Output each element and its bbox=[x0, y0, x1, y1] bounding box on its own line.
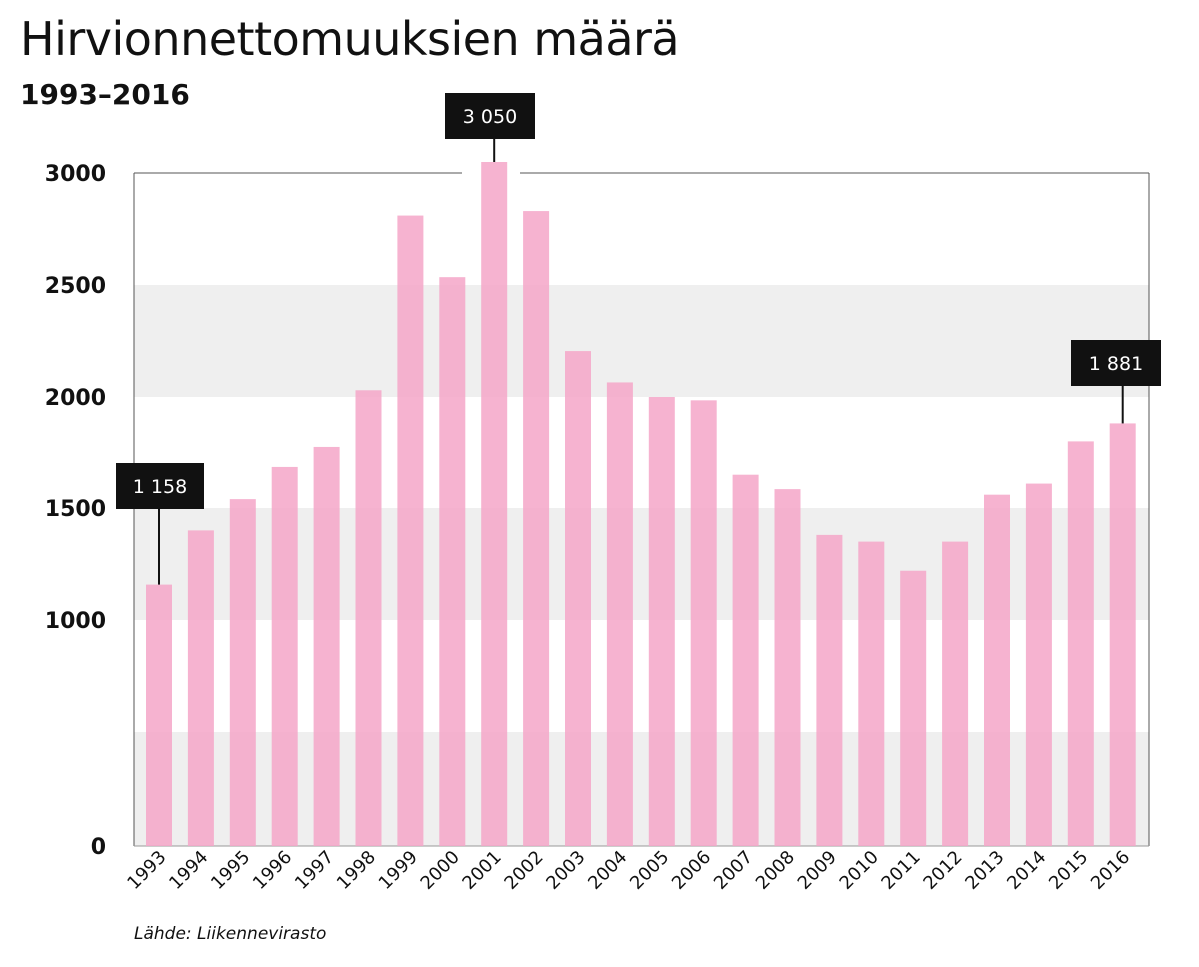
y-tick-label: 2500 bbox=[45, 274, 106, 299]
bar-2012 bbox=[942, 541, 969, 846]
callout-label: 1 158 bbox=[133, 476, 187, 498]
bar-2006 bbox=[690, 400, 717, 846]
bar-2005 bbox=[648, 397, 675, 846]
bar-1995 bbox=[229, 499, 256, 846]
x-tick-label: 2012 bbox=[919, 847, 966, 894]
callout-label: 1 881 bbox=[1089, 353, 1143, 375]
bar-2003 bbox=[565, 351, 591, 846]
x-tick-label: 1997 bbox=[291, 847, 338, 894]
bar-2004 bbox=[606, 382, 633, 846]
bar-2001 bbox=[481, 162, 508, 846]
bar-2002 bbox=[523, 211, 550, 846]
x-tick-label: 2007 bbox=[710, 847, 757, 894]
bar-1999 bbox=[397, 215, 424, 846]
x-tick-label: 2010 bbox=[836, 847, 883, 894]
source-note: Lähde: Liikennevirasto bbox=[134, 924, 327, 944]
plot-frame bbox=[133, 172, 1150, 847]
bar-1993 bbox=[146, 584, 172, 846]
x-tick-label: 2006 bbox=[668, 847, 715, 894]
chart-subtitle: 1993–2016 bbox=[20, 78, 190, 111]
bar-2014 bbox=[1025, 483, 1052, 846]
callout-label: 3 050 bbox=[463, 106, 517, 128]
x-tick-label: 2001 bbox=[458, 847, 505, 894]
x-tick-label: 1999 bbox=[375, 847, 422, 894]
chart-title: Hirvionnettomuuksien määrä bbox=[20, 12, 680, 66]
callout-box bbox=[116, 463, 204, 509]
bar-2010 bbox=[858, 541, 885, 846]
x-tick-label: 2005 bbox=[626, 847, 673, 894]
x-tick-label: 2015 bbox=[1045, 847, 1092, 894]
callout-box bbox=[445, 93, 535, 139]
bar-2007 bbox=[732, 474, 759, 846]
bar-2013 bbox=[984, 494, 1010, 846]
x-tick-label: 1993 bbox=[123, 847, 170, 894]
y-axis-ticks: 0 1000 1500 2000 2500 3000 bbox=[45, 162, 106, 860]
callout-box bbox=[1071, 340, 1161, 386]
callouts: 1 158 3 050 1 881 bbox=[116, 93, 1161, 585]
x-tick-label: 2008 bbox=[752, 847, 799, 894]
background-bands bbox=[134, 285, 1149, 846]
x-tick-label: 1996 bbox=[249, 847, 296, 894]
x-tick-label: 2016 bbox=[1087, 847, 1134, 894]
bars bbox=[146, 162, 1136, 846]
x-tick-label: 1994 bbox=[165, 847, 212, 894]
x-tick-label: 2013 bbox=[961, 847, 1008, 894]
x-tick-label: 2011 bbox=[877, 847, 924, 894]
x-tick-label: 1995 bbox=[207, 847, 254, 894]
x-tick-label: 2002 bbox=[500, 847, 547, 894]
x-tick-label: 2004 bbox=[584, 847, 631, 894]
background-band bbox=[134, 508, 1149, 620]
callout-1993: 1 158 bbox=[116, 463, 204, 585]
x-tick-label: 2000 bbox=[417, 847, 464, 894]
callout-2001: 3 050 bbox=[445, 93, 535, 162]
y-tick-label: 2000 bbox=[45, 386, 106, 411]
x-tick-label: 1998 bbox=[333, 847, 380, 894]
bar-2000 bbox=[439, 277, 466, 846]
background-band bbox=[134, 285, 1149, 397]
background-band bbox=[134, 732, 1149, 846]
bar-1994 bbox=[187, 530, 214, 846]
x-tick-label: 2014 bbox=[1003, 847, 1050, 894]
y-tick-label: 0 bbox=[91, 835, 106, 860]
bar-1998 bbox=[355, 390, 382, 846]
bar-1997 bbox=[313, 446, 340, 846]
bar-2016 bbox=[1109, 423, 1136, 846]
x-tick-label: 2003 bbox=[542, 847, 589, 894]
y-tick-label: 1000 bbox=[45, 609, 106, 634]
x-tick-label: 2009 bbox=[794, 847, 841, 894]
bar-1996 bbox=[271, 466, 298, 846]
callout-2016: 1 881 bbox=[1071, 340, 1161, 424]
y-tick-label: 3000 bbox=[45, 162, 106, 187]
bar-2008 bbox=[774, 489, 801, 846]
bar-2009 bbox=[816, 534, 843, 846]
x-axis-ticks: 1993199419951996199719981999200020012002… bbox=[123, 847, 1134, 894]
bar-2015 bbox=[1067, 441, 1094, 846]
y-tick-label: 1500 bbox=[45, 497, 106, 522]
bar-2011 bbox=[900, 570, 927, 846]
